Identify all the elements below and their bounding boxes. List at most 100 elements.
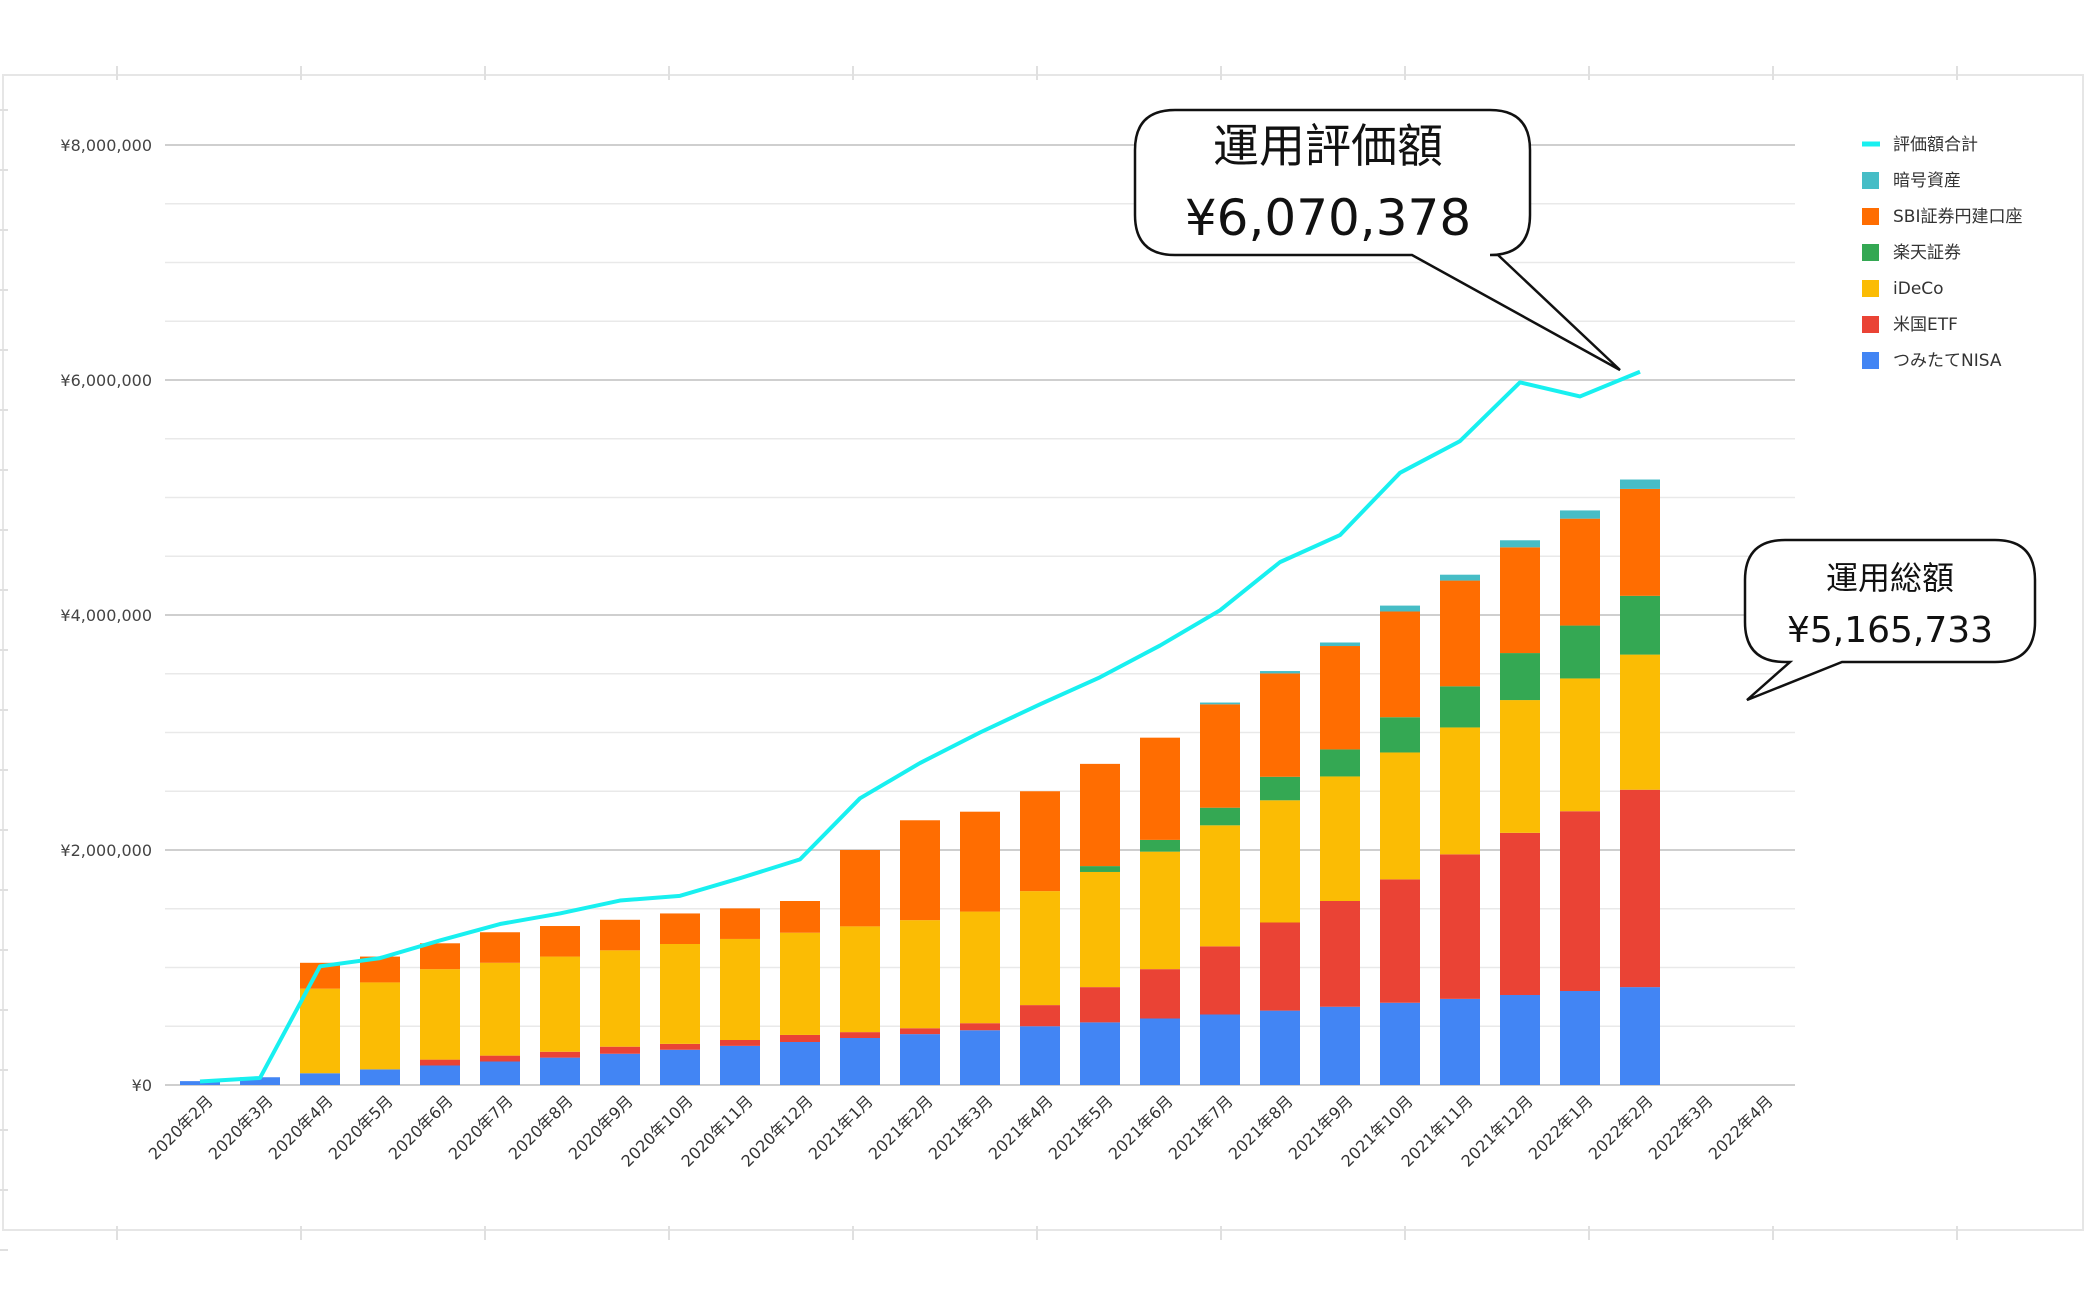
bar-segment [480,1055,520,1062]
bar-segment [1380,879,1420,1003]
callout-evaluation-bubble [1133,108,1621,372]
bar-segment [1620,479,1660,489]
bar-segment [1200,946,1240,1015]
bar-segment [780,1041,820,1085]
bar-segment [1500,994,1540,1085]
bar-segment [1560,510,1600,519]
legend-label: つみたてNISA [1893,351,2002,371]
legend-label: 楽天証券 [1893,243,1961,263]
y-tick-label: ¥0 [132,1076,152,1095]
legend-swatch [1862,316,1879,333]
bar-segment [420,943,460,970]
bar-segment [1380,1002,1420,1085]
callout-total-title: 運用総額 [1826,559,1954,597]
legend-label: SBI証券円建口座 [1893,207,2022,227]
y-tick-label: ¥6,000,000 [60,371,152,390]
bar-segment [1080,1022,1120,1085]
bar-segment [840,1038,880,1085]
bar-segment [1320,900,1360,1007]
bar-segment [720,1039,760,1046]
bar-segment [420,969,460,1060]
bar-segment [1440,580,1480,687]
bar-segment [960,1023,1000,1031]
bar-segment [1500,653,1540,701]
bar-segment [780,932,820,1035]
bar-segment [1380,752,1420,880]
bar-segment [900,820,940,921]
bar-segment [1200,1014,1240,1085]
bar-segment [360,1069,400,1085]
bar-segment [900,1028,940,1035]
bar-segment [1500,547,1540,654]
bar-segment [1260,922,1300,1011]
bar-segment [1620,654,1660,790]
legend-label: 評価額合計 [1893,135,1978,155]
bar-segment [420,1065,460,1085]
bar-segment [600,919,640,951]
bar-segment [540,1051,580,1058]
bar-segment [1140,839,1180,852]
legend-swatch [1862,352,1879,369]
legend-swatch [1862,244,1879,261]
bar-segment [660,944,700,1044]
bar-segment [780,1034,820,1042]
bar-segment [240,1077,280,1085]
bar-segment [1620,488,1660,596]
legend-swatch [1862,280,1879,297]
bar-segment [840,926,880,1033]
bar-segment [480,1061,520,1085]
bar-segment [300,988,340,1074]
bar-segment [1020,791,1060,892]
bar-segment [1260,673,1300,777]
bar-segment [1140,969,1180,1019]
bar-segment [600,1046,640,1054]
bar-segment [1440,727,1480,855]
bar-segment [1320,642,1360,647]
bar-segment [1440,854,1480,999]
bar-segment [540,956,580,1052]
y-tick-label: ¥4,000,000 [60,606,152,625]
callout-total: 運用総額 ¥5,165,733 [1743,538,2037,702]
bar-segment [1320,749,1360,777]
legend-label: iDeCo [1893,279,1944,299]
bar-segment [360,982,400,1070]
bar-segment [960,911,1000,1024]
bar-segment [1260,776,1300,801]
callout-total-value: ¥5,165,733 [1787,610,1993,651]
bar-segment [1560,811,1600,991]
legend-label: 米国ETF [1893,315,1958,335]
bar-segment [1260,800,1300,923]
bar-segment [900,920,940,1029]
bar-segment [540,926,580,957]
bar-segment [1560,991,1600,1085]
legend-swatch [1862,172,1879,189]
bar-segment [660,1049,700,1085]
bar-segment [1200,807,1240,826]
bar-segment [960,1030,1000,1085]
bar-segment [1620,789,1660,988]
bar-segment [780,900,820,933]
callout-total-bubble [1743,538,2037,702]
callout-evaluation: 運用評価額 ¥6,070,378 [1133,108,1621,372]
bar-segment [480,932,520,963]
bar-segment [660,1043,700,1050]
bar-segment [720,1045,760,1085]
bar-segment [1440,574,1480,581]
bar-segment [180,1081,220,1085]
bar-segment [1200,825,1240,947]
bar-segment [1500,832,1540,995]
bar-segment [1020,1026,1060,1085]
bar-segment [1440,686,1480,728]
y-tick-label: ¥8,000,000 [60,136,152,155]
bar-segment [1020,1005,1060,1027]
bar-segment [900,1034,940,1085]
bar-segment [1200,702,1240,705]
bar-segment [1020,891,1060,1006]
bar-segment [1380,611,1420,718]
legend-swatch [1862,208,1879,225]
bar-segment [1080,871,1120,988]
bar-segment [600,1053,640,1085]
bar-segment [1620,987,1660,1085]
bar-segment [1380,717,1420,753]
